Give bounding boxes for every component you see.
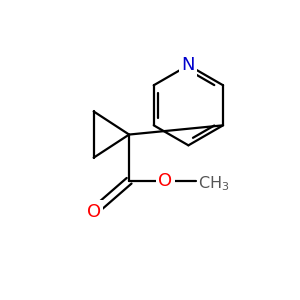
Text: CH$_3$: CH$_3$ (198, 175, 230, 193)
Text: O: O (158, 172, 172, 190)
Text: N: N (182, 56, 195, 74)
Text: O: O (87, 202, 101, 220)
